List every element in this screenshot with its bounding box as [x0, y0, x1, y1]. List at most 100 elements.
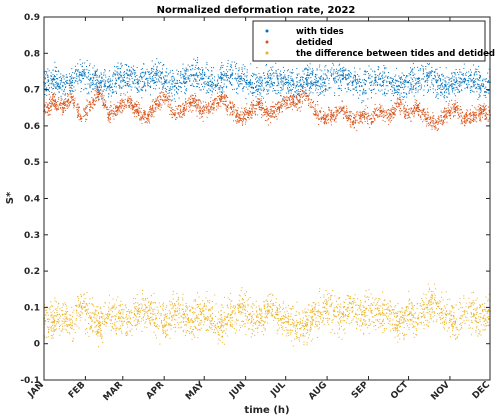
scatter-dot [423, 115, 425, 117]
scatter-dot [446, 109, 448, 111]
scatter-dot [199, 110, 201, 112]
scatter-dot [308, 98, 310, 100]
scatter-dot [395, 104, 397, 106]
scatter-dot [137, 79, 139, 81]
scatter-dot [367, 73, 369, 75]
scatter-dot [470, 119, 472, 121]
scatter-dot [335, 116, 337, 118]
scatter-dot [418, 77, 420, 79]
scatter-dot [272, 101, 274, 103]
scatter-dot [409, 88, 411, 90]
scatter-dot [325, 120, 327, 122]
scatter-dot [337, 75, 339, 77]
scatter-dot [364, 79, 366, 81]
scatter-dot [77, 69, 79, 71]
scatter-dot [200, 116, 202, 118]
scatter-dot [308, 103, 310, 105]
scatter-dot [453, 93, 455, 95]
scatter-dot [121, 112, 123, 114]
scatter-dot [166, 99, 168, 101]
scatter-dot [444, 107, 446, 109]
scatter-dot [156, 81, 158, 83]
scatter-dot [269, 106, 271, 108]
scatter-dot [144, 73, 146, 75]
scatter-dot [402, 74, 404, 76]
scatter-dot [466, 119, 468, 121]
scatter-dot [239, 115, 241, 117]
scatter-dot [64, 107, 66, 109]
scatter-dot [429, 121, 431, 123]
scatter-dot [386, 113, 388, 115]
scatter-dot [222, 96, 224, 98]
scatter-dot [458, 81, 460, 83]
scatter-dot [216, 99, 218, 101]
scatter-dot [147, 111, 149, 113]
scatter-dot [283, 70, 285, 72]
scatter-dot [420, 84, 422, 86]
scatter-dot [387, 85, 389, 87]
scatter-dot [203, 107, 205, 109]
scatter-dot [160, 81, 162, 83]
scatter-dot [441, 123, 443, 125]
scatter-dot [442, 86, 444, 88]
scatter-dot [324, 73, 326, 75]
scatter-dot [130, 73, 132, 75]
scatter-dot [47, 68, 49, 70]
scatter-dot [108, 96, 110, 98]
scatter-dot [352, 94, 354, 96]
scatter-dot [331, 73, 333, 75]
scatter-dot [448, 86, 450, 88]
scatter-dot [138, 91, 140, 93]
scatter-dot [115, 82, 117, 84]
scatter-dot [268, 111, 270, 113]
scatter-dot [128, 65, 130, 67]
scatter-dot [379, 83, 381, 85]
scatter-dot [65, 98, 67, 100]
scatter-dot [290, 85, 292, 87]
scatter-dot [390, 120, 392, 122]
scatter-dot [109, 107, 111, 109]
scatter-dot [363, 82, 365, 84]
scatter-dot [466, 119, 468, 121]
scatter-dot [254, 112, 256, 114]
scatter-dot [325, 85, 327, 87]
scatter-dot [122, 110, 124, 112]
scatter-dot [185, 67, 187, 69]
scatter-dot [360, 120, 362, 122]
scatter-dot [317, 115, 319, 117]
scatter-dot [208, 110, 210, 112]
scatter-dot [472, 118, 474, 120]
scatter-dot [176, 83, 178, 85]
scatter-dot [142, 86, 144, 88]
scatter-dot [154, 107, 156, 109]
scatter-dot [347, 119, 349, 121]
scatter-dot [199, 107, 201, 109]
scatter-dot [155, 72, 157, 74]
scatter-dot [69, 87, 71, 89]
scatter-dot [317, 118, 319, 120]
scatter-dot [446, 96, 448, 98]
scatter-dot [122, 78, 124, 80]
scatter-dot [68, 101, 70, 103]
scatter-dot [99, 90, 101, 92]
scatter-dot [195, 101, 197, 103]
scatter-dot [379, 72, 381, 74]
scatter-dot [310, 77, 312, 79]
scatter-dot [450, 81, 452, 83]
scatter-dot [465, 73, 467, 75]
scatter-points [43, 57, 491, 348]
scatter-dot [47, 107, 49, 109]
scatter-dot [402, 83, 404, 85]
scatter-dot [147, 85, 149, 87]
scatter-dot [450, 84, 452, 86]
scatter-dot [101, 96, 103, 98]
scatter-dot [432, 112, 434, 114]
scatter-dot [468, 79, 470, 81]
scatter-dot [482, 106, 484, 108]
scatter-dot [451, 80, 453, 82]
scatter-dot [357, 73, 359, 75]
scatter-dot [361, 100, 363, 102]
scatter-dot [91, 83, 93, 85]
scatter-dot [379, 114, 381, 116]
scatter-dot [446, 112, 448, 114]
